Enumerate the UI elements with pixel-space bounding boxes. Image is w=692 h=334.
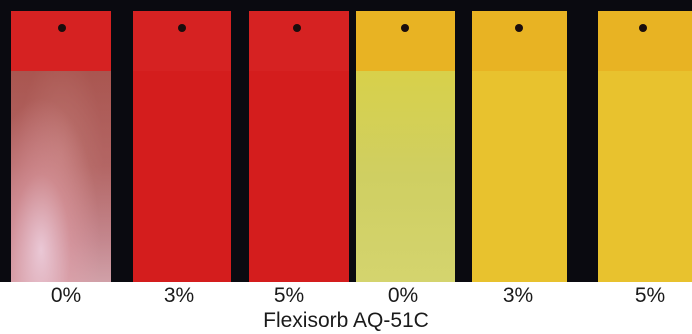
hanging-hole-icon (639, 24, 647, 32)
panel-label: 3% (163, 284, 195, 307)
panel-label: 0% (50, 284, 82, 307)
sample-panels-photo (0, 0, 692, 282)
hanging-hole-icon (58, 24, 66, 32)
panel-labels: 0% 3% 5% 0% 3% 5% Flexisorb AQ-51C (0, 282, 692, 334)
panel-yellow-5 (598, 11, 692, 282)
panel-red-3 (133, 11, 231, 282)
hanging-hole-icon (293, 24, 301, 32)
panel-label: 5% (634, 284, 666, 307)
panel-red-5 (249, 11, 349, 282)
hanging-hole-icon (515, 24, 523, 32)
panel-label: 5% (273, 284, 305, 307)
panel-label: 3% (502, 284, 534, 307)
figure-caption: Flexisorb AQ-51C (263, 309, 429, 332)
panel-yellow-3 (472, 11, 567, 282)
panel-red-0 (11, 11, 111, 282)
hanging-hole-icon (178, 24, 186, 32)
panel-label: 0% (387, 284, 419, 307)
panel-yellow-0 (356, 11, 455, 282)
hanging-hole-icon (401, 24, 409, 32)
